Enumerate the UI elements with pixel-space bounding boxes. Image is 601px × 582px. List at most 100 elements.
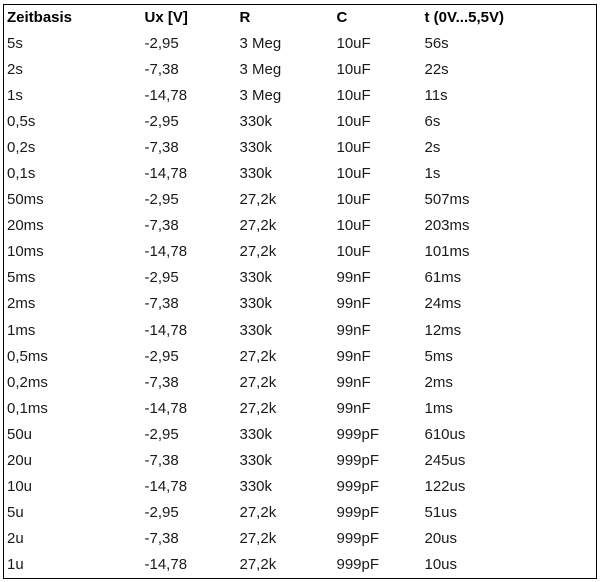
table-cell: -14,78 [144, 165, 188, 183]
table-header-row: Zeitbasis Ux [V] R C t (0V...5,5V) [4, 5, 597, 32]
table-cell: 3 Meg [239, 35, 282, 53]
table-cell: 99nF [336, 399, 371, 417]
table-cell: 10u [7, 477, 33, 495]
table-row: 2ms -7,38 330k 99nF 24ms [4, 291, 597, 317]
table-cell: 27,2k [239, 373, 277, 391]
table-cell: 20ms [7, 217, 44, 235]
table-cell: 0,1s [7, 165, 36, 183]
table-cell: 22s [424, 61, 449, 79]
table-cell: 330k [239, 451, 273, 469]
table-cell: -14,78 [144, 321, 188, 339]
column-header-r: R [239, 9, 251, 26]
table-cell: 330k [239, 425, 273, 443]
table-cell: 0,2s [7, 139, 36, 157]
table-cell: 10uF [336, 191, 371, 209]
table-cell: -2,95 [144, 347, 179, 365]
table-cell: -14,78 [144, 243, 188, 261]
table-cell: 999pF [336, 477, 380, 495]
table-row: 0,5s -2,95 330k 10uF 6s [4, 109, 597, 135]
table-cell: 10uF [336, 165, 371, 183]
table-cell: -2,95 [144, 503, 179, 521]
table-cell: -7,38 [144, 139, 179, 157]
table-row: 10ms -14,78 27,2k 10uF 101ms [4, 239, 597, 265]
table-cell: 50ms [7, 191, 44, 209]
table-cell: 330k [239, 477, 273, 495]
table-cell: 27,2k [239, 503, 277, 521]
table-cell: 610us [424, 425, 466, 443]
table-row: 0,2ms -7,38 27,2k 99nF 2ms [4, 370, 597, 396]
table-cell: 2ms [7, 295, 36, 313]
table-row: 0,2s -7,38 330k 10uF 2s [4, 135, 597, 161]
table-cell: 999pF [336, 555, 380, 573]
table-cell: 99nF [336, 295, 371, 313]
table-cell: 10uF [336, 113, 371, 131]
table-cell: -2,95 [144, 425, 179, 443]
table-cell: 51us [424, 503, 458, 521]
table-cell: 330k [239, 269, 273, 287]
table-cell: 5u [7, 503, 24, 521]
table-cell: -14,78 [144, 555, 188, 573]
table-cell: -14,78 [144, 477, 188, 495]
table-cell: -7,38 [144, 217, 179, 235]
table-cell: 99nF [336, 373, 371, 391]
table-cell: 330k [239, 295, 273, 313]
table-cell: 507ms [424, 191, 470, 209]
table-cell: 99nF [336, 347, 371, 365]
table-cell: -14,78 [144, 87, 188, 105]
table-row: 0,1s -14,78 330k 10uF 1s [4, 161, 597, 187]
table-body: 5s -2,95 3 Meg 10uF 56s 2s -7,38 3 Meg 10uF 22s 1s… [4, 31, 597, 579]
table-cell: 101ms [424, 243, 470, 261]
table-cell: 27,2k [239, 191, 277, 209]
column-header-c: C [336, 9, 348, 26]
table-cell: 20u [7, 451, 33, 469]
table-cell: -7,38 [144, 451, 179, 469]
table-cell: 27,2k [239, 555, 277, 573]
table-cell: 61ms [424, 269, 462, 287]
table-row: 5ms -2,95 330k 99nF 61ms [4, 265, 597, 291]
table-cell: 10uF [336, 217, 371, 235]
table-row: 0,5ms -2,95 27,2k 99nF 5ms [4, 344, 597, 370]
table-cell: -2,95 [144, 113, 179, 131]
table-cell: 245us [424, 451, 466, 469]
column-header-zeitbasis: Zeitbasis [7, 9, 73, 26]
table-cell: 0,1ms [7, 399, 48, 417]
table-cell: 3 Meg [239, 61, 282, 79]
table-cell: 27,2k [239, 217, 277, 235]
table-cell: 10us [424, 555, 458, 573]
table-cell: 10uF [336, 139, 371, 157]
table-cell: 2u [7, 529, 24, 547]
table-cell: 2s [424, 139, 441, 157]
table-cell: 999pF [336, 451, 380, 469]
table-row: 1u -14,78 27,2k 999pF 10us [4, 552, 597, 579]
table-cell: 10uF [336, 243, 371, 261]
table-row: 10u -14,78 330k 999pF 122us [4, 474, 597, 500]
table-row: 2s -7,38 3 Meg 10uF 22s [4, 57, 597, 83]
table-cell: 1ms [7, 321, 36, 339]
table-cell: 330k [239, 113, 273, 131]
table-cell: 5ms [7, 269, 36, 287]
table-cell: 999pF [336, 425, 380, 443]
table-row: 20u -7,38 330k 999pF 245us [4, 448, 597, 474]
table-cell: 10uF [336, 61, 371, 79]
table-row: 20ms -7,38 27,2k 10uF 203ms [4, 213, 597, 239]
table-cell: 27,2k [239, 347, 277, 365]
table-cell: 330k [239, 165, 273, 183]
table-cell: -2,95 [144, 269, 179, 287]
table-cell: 203ms [424, 217, 470, 235]
table-row: 50ms -2,95 27,2k 10uF 507ms [4, 187, 597, 213]
table-cell: -2,95 [144, 191, 179, 209]
table-cell: 11s [424, 87, 448, 105]
table-cell: -7,38 [144, 295, 179, 313]
table-cell: 0,5s [7, 113, 36, 131]
table-cell: 3 Meg [239, 87, 282, 105]
table-row: 1s -14,78 3 Meg 10uF 11s [4, 83, 597, 109]
column-header-t: t (0V...5,5V) [424, 9, 504, 26]
table-cell: 999pF [336, 529, 380, 547]
table-cell: -7,38 [144, 529, 179, 547]
table-cell: 10ms [7, 243, 44, 261]
table-cell: 12ms [424, 321, 462, 339]
table-cell: 50u [7, 425, 33, 443]
table-cell: -14,78 [144, 399, 188, 417]
timing-table: Zeitbasis Ux [V] R C t (0V...5,5V) 5s -2,… [3, 4, 597, 579]
table-cell: 5ms [424, 347, 453, 365]
